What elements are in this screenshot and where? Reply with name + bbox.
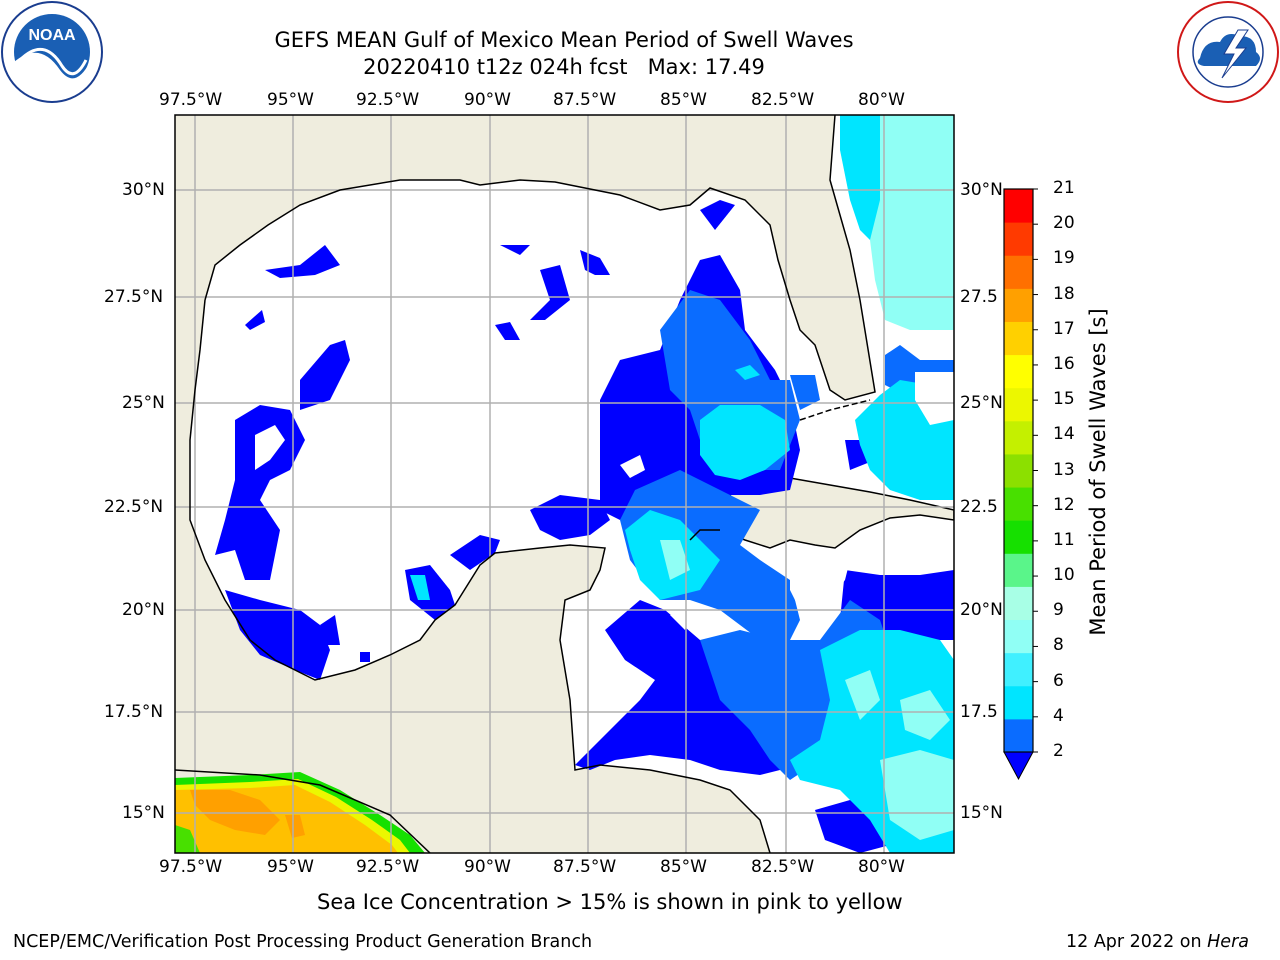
colorbar-tick-label: 20 [1053,213,1075,234]
colorbar-band [1004,288,1033,322]
lon-tick-top: 97.5°W [159,90,223,110]
colorbar-tick-label: 21 [1053,178,1075,198]
colorbar-tick-label: 11 [1053,529,1075,550]
noaa-logo-text: NOAA [28,27,76,44]
colorbar-tick-label: 14 [1053,424,1075,445]
lat-tick-right: 17.5 [960,702,998,722]
colorbar-band [1004,718,1033,753]
footer-host: Hera [1207,932,1249,952]
chart-title: GEFS MEAN Gulf of Mexico Mean Period of … [274,28,854,52]
colorbar-tick-label: 17 [1053,318,1075,339]
lon-tick-top: 85°W [660,90,707,110]
lat-tick-right: 22.5 [960,497,998,517]
lat-tick-left: 20°N [122,600,165,620]
colorbar-tick-label: 10 [1053,565,1075,586]
lon-tick-bottom: 95°W [267,857,314,877]
colorbar-tick-label: 15 [1053,389,1075,410]
swell-nodata-holes [255,372,954,630]
footer-date-text: 12 Apr 2022 on [1066,932,1208,952]
colorbar-band [1004,453,1033,488]
colorbar-band [1004,420,1033,455]
footer-date: 12 Apr 2022 on Hera [1066,932,1249,952]
lon-tick-bottom: 87.5°W [553,857,617,877]
lon-tick-top: 80°W [858,90,905,110]
nws-logo [1176,0,1280,104]
lat-tick-right: 27.5 [960,287,998,307]
lon-tick-top: 82.5°W [751,90,815,110]
colorbar-tick-label: 6 [1053,670,1064,691]
colorbar-band [1004,553,1033,587]
swell-light-cyan [660,115,954,840]
noaa-logo: NOAA [0,0,104,104]
lon-tick-bottom: 80°W [858,857,905,877]
colorbar-tick-label: 12 [1053,494,1075,515]
yucatan-land [420,545,605,853]
colorbar-tick-label: 2 [1053,741,1064,761]
lat-tick-left: 22.5°N [104,497,164,517]
lon-tick-top: 87.5°W [553,90,617,110]
colorbar-tick-label: 16 [1053,353,1075,374]
colorbar [1003,188,1038,781]
lon-tick-top: 90°W [464,90,511,110]
lat-tick-left: 25°N [122,393,165,413]
lon-tick-bottom: 90°W [464,857,511,877]
colorbar-tick-label: 4 [1053,705,1064,726]
chart-subtitle: 20220410 t12z 024h fcst Max: 17.49 [363,55,765,79]
lat-tick-right: 15°N [960,803,1003,823]
colorbar-tick-label: 8 [1053,635,1064,656]
lon-tick-bottom: 97.5°W [159,857,223,877]
lat-tick-right: 30°N [960,180,1003,200]
lat-tick-right: 25°N [960,393,1003,413]
lon-tick-bottom: 92.5°W [356,857,420,877]
lat-tick-left: 15°N [122,803,165,823]
colorbar-band [1004,321,1033,356]
colorbar-band [1004,387,1033,422]
colorbar-band [1004,255,1033,289]
colorbar-tick-label: 13 [1053,459,1075,480]
colorbar-band [1004,520,1033,554]
colorbar-band [1004,189,1033,223]
colorbar-band [1004,222,1033,256]
lat-tick-left: 30°N [122,180,165,200]
sea-ice-note: Sea Ice Concentration > 15% is shown in … [317,890,903,914]
lat-tick-left: 27.5°N [104,287,164,307]
lon-tick-top: 92.5°W [356,90,420,110]
footer-credit: NCEP/EMC/Verification Post Processing Pr… [13,932,593,952]
colorbar-tick-label: 9 [1053,600,1064,621]
colorbar-tick-label: 18 [1053,283,1075,304]
colorbar-band [1004,685,1033,720]
colorbar-band [1004,619,1033,654]
lat-tick-right: 20°N [960,600,1003,620]
lon-tick-top: 95°W [267,90,314,110]
lon-tick-bottom: 82.5°W [751,857,815,877]
map-gridlines [175,115,954,853]
colorbar-title: Mean Period of Swell Waves [s] [1086,308,1110,636]
map-frame [174,114,955,854]
lon-tick-bottom: 85°W [660,857,707,877]
colorbar-band [1004,487,1033,521]
coastline [175,115,876,853]
colorbar-tick-label: 19 [1053,248,1075,269]
colorbar-band [1004,354,1033,389]
colorbar-band [1004,652,1033,687]
lat-tick-left: 17.5°N [104,702,164,722]
colorbar-band [1004,586,1033,621]
colorbar-extend-arrow [1003,751,1034,781]
